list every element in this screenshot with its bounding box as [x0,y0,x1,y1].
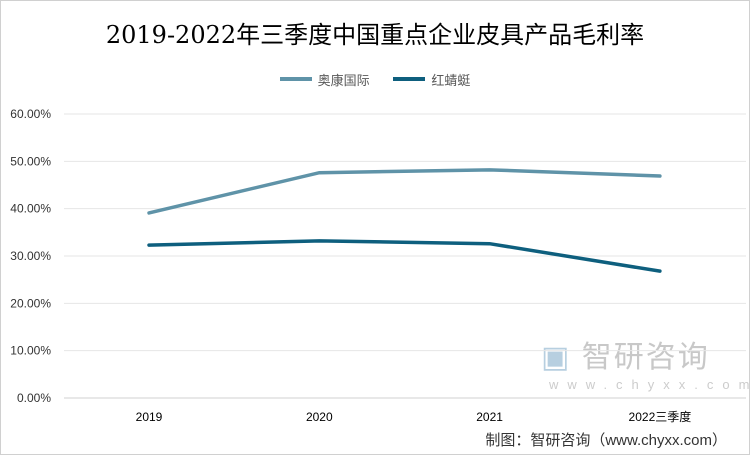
y-tick-label: 50.00% [10,154,51,168]
y-tick-label: 10.00% [10,344,51,358]
legend-swatch [393,77,426,81]
series-line [147,239,662,273]
x-tick-label: 2019 [136,410,163,424]
x-tick-label: 2022三季度 [629,409,692,424]
x-tick-label: 2020 [306,410,333,424]
y-tick-label: 0.00% [17,391,51,405]
y-tick-label: 40.00% [10,202,51,216]
y-tick-label: 60.00% [10,107,51,121]
y-tick-label: 30.00% [10,249,51,263]
logo-icon: ▣ [541,341,572,374]
credit-text: 制图：智研咨询（www.chyxx.com） [485,432,727,449]
legend: 奥康国际 红蜻蜓 [1,69,749,89]
legend-swatch [279,77,312,81]
chart-title: 2019-2022年三季度中国重点企业皮具产品毛利率 [105,21,645,49]
x-tick-label: 2021 [476,410,503,424]
legend-label: 红蜻蜓 [431,72,471,88]
series-line [147,168,662,215]
legend-item-hongqingting: 红蜻蜓 [393,70,470,89]
legend-label: 奥康国际 [317,72,370,88]
watermark-url: www.chyxx.com [549,377,750,392]
watermark-name: 智研咨询 [581,341,710,374]
watermark-logo: ▣ 智研咨询 [541,341,710,375]
legend-item-aokang: 奥康国际 [279,70,370,89]
y-tick-label: 20.00% [10,296,51,310]
